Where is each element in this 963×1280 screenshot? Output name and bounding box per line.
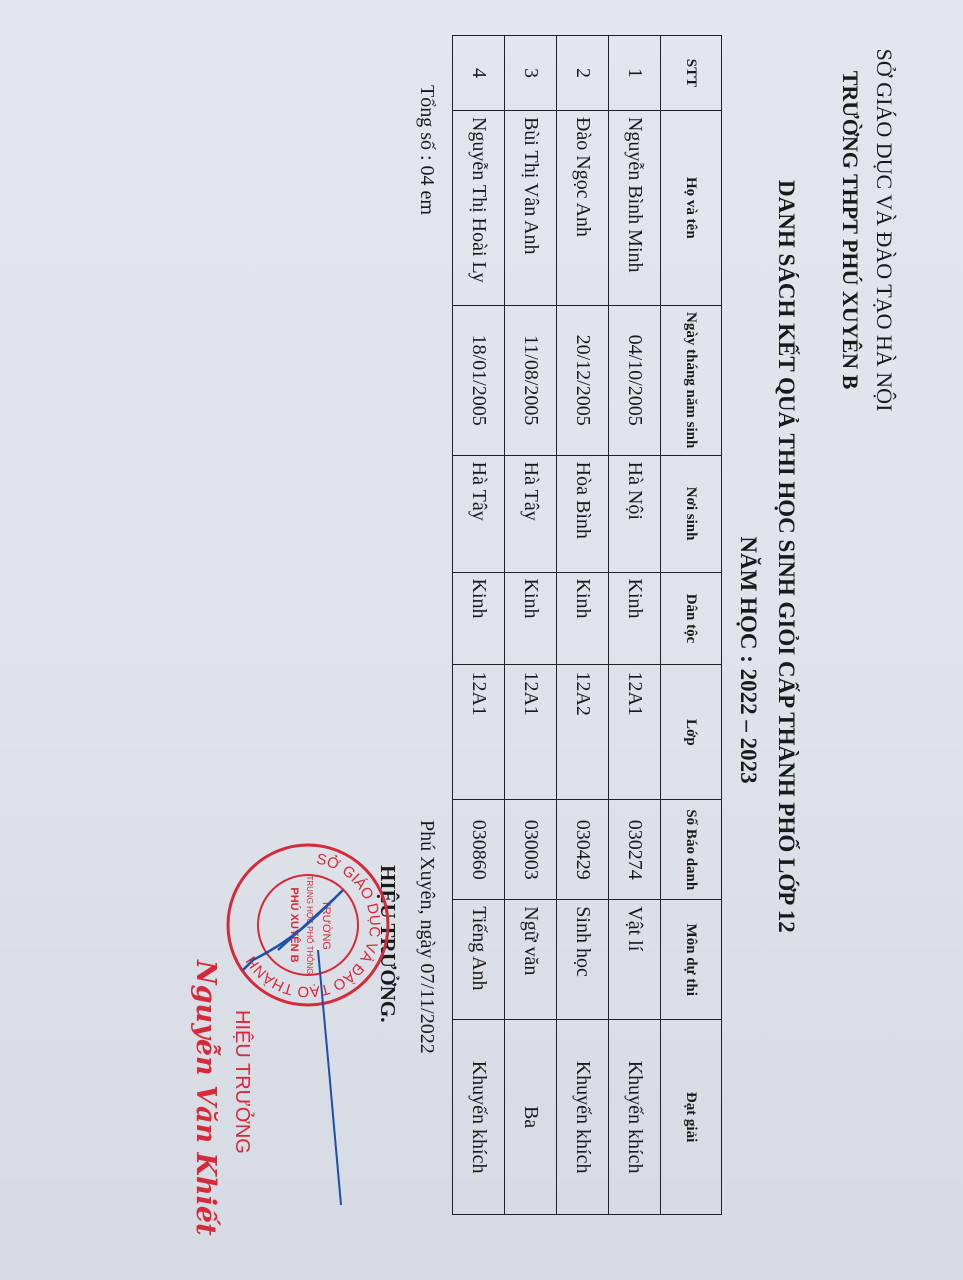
table-cell: Hà Tây: [504, 455, 557, 573]
column-header: Số Báo danh: [660, 799, 722, 900]
table-cell: Kinh: [556, 572, 609, 665]
table-cell: 2: [556, 35, 609, 111]
document-title: DANH SÁCH KẾT QUẢ THI HỌC SINH GIỎI CẤP …: [774, 180, 799, 933]
column-header: Họ và tên: [660, 110, 722, 306]
table-cell: 4: [452, 35, 505, 111]
table-header-row: STT Họ và tên Ngày tháng năm sinh Nơi sinh D…: [660, 35, 722, 1215]
column-header: Đạt giải: [660, 1019, 722, 1215]
stamp-line2: TRUNG HỌC PHỔ THÔNG: [305, 876, 314, 975]
signer-name: Nguyễn Văn Khiết: [190, 960, 221, 1236]
table-cell: Đào Ngọc Anh: [556, 110, 609, 306]
table-cell: Kinh: [452, 572, 505, 665]
table-cell: Tiếng Anh: [452, 899, 505, 1020]
table-cell: 20/12/2005: [556, 305, 609, 456]
column-header: Lớp: [660, 664, 722, 800]
table-cell: 11/08/2005: [504, 305, 557, 456]
table-cell: Khuyến khích: [452, 1019, 505, 1215]
table-cell: Sinh học: [556, 899, 609, 1020]
table-cell: 030274: [608, 799, 661, 900]
table-cell: 12A1: [504, 664, 557, 800]
results-table: STT Họ và tên Ngày tháng năm sinh Nơi sinh D…: [452, 35, 722, 1215]
table-cell: 12A1: [608, 664, 661, 800]
table-cell: 3: [504, 35, 557, 111]
stamp-line3: PHÚ XUYÊN B: [288, 887, 301, 962]
signer-stamp-title: HIỆU TRƯỞNG: [231, 1010, 253, 1154]
table-cell: Hòa Bình: [556, 455, 609, 573]
table-cell: Khuyến khích: [556, 1019, 609, 1215]
stamp-line1: TRƯỜNG: [320, 900, 333, 950]
table-cell: Nguyễn Bình Minh: [608, 110, 661, 306]
place-date: Phú Xuyên, ngày 07/11/2022: [416, 820, 438, 1054]
signature-stroke: [242, 889, 344, 971]
table-cell: Ba: [504, 1019, 557, 1215]
table-cell: Ngữ văn: [504, 899, 557, 1020]
table-cell: Vật lí: [608, 899, 661, 1020]
table-cell: 030860: [452, 799, 505, 900]
column-header: Ngày tháng năm sinh: [660, 305, 722, 456]
table-cell: Bùi Thị Vân Anh: [504, 110, 557, 306]
table-cell: 18/01/2005: [452, 305, 505, 456]
school-year: NĂM HỌC : 2022 – 2023: [736, 536, 761, 784]
school-name: TRƯỜNG THPT PHÚ XUYÊN B: [838, 70, 863, 390]
table-cell: 030003: [504, 799, 557, 900]
table-cell: 12A2: [556, 664, 609, 800]
table-cell: Khuyến khích: [608, 1019, 661, 1215]
department-name: SỞ GIÁO DỤC VÀ ĐÀO TẠO HÀ NỘI: [872, 48, 897, 412]
table-row: 3 Bùi Thị Vân Anh 11/08/2005 Hà Tây Kinh 12A1…: [504, 35, 557, 1215]
table-cell: 1: [608, 35, 661, 111]
column-header: STT: [660, 35, 722, 111]
official-stamp: SỞ GIÁO DỤC VÀ ĐÀO TẠO THÀNH TRƯỜNG TRUN…: [226, 843, 390, 1007]
table-row: 2 Đào Ngọc Anh 20/12/2005 Hòa Bình Kinh 12A2 0…: [556, 35, 609, 1215]
table-cell: Nguyễn Thị Hoài Ly: [452, 110, 505, 306]
column-header: Dân tộc: [660, 572, 722, 665]
table-cell: 030429: [556, 799, 609, 900]
total-count: Tổng số : 04 em: [416, 85, 438, 215]
table-cell: Hà Nội: [608, 455, 661, 573]
table-row: 4 Nguyễn Thị Hoài Ly 18/01/2005 Hà Tây Kinh 1…: [452, 35, 505, 1215]
table-cell: 12A1: [452, 664, 505, 800]
column-header: Nơi sinh: [660, 455, 722, 573]
table-row: 1 Nguyễn Bình Minh 04/10/2005 Hà Nội Kinh 12A…: [608, 35, 661, 1215]
table-cell: Kinh: [608, 572, 661, 665]
table-cell: 04/10/2005: [608, 305, 661, 456]
table-cell: Hà Tây: [452, 455, 505, 573]
table-cell: Kinh: [504, 572, 557, 665]
signature-line: [317, 950, 342, 1206]
column-header: Môn dự thi: [660, 899, 722, 1020]
